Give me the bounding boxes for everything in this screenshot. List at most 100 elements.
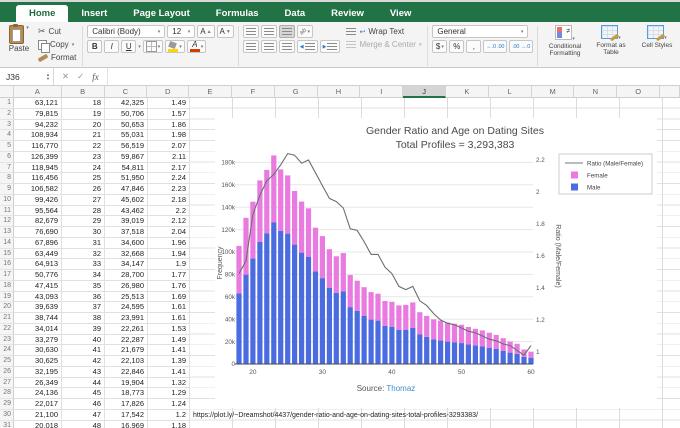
cell[interactable]: 59,867	[105, 152, 148, 163]
row-header-1[interactable]: 1	[0, 98, 14, 109]
cell[interactable]: 50,776	[14, 270, 62, 281]
cell[interactable]: 2.2	[148, 206, 190, 217]
cell[interactable]: 1.86	[148, 120, 190, 131]
cell[interactable]: 64,913	[14, 259, 62, 270]
increase-decimal-button[interactable]: ←.0 .00	[483, 40, 507, 53]
row-header-19[interactable]: 19	[0, 292, 14, 303]
row-header-3[interactable]: 3	[0, 120, 14, 131]
fill-color-button[interactable]: ▾	[165, 40, 185, 53]
cell[interactable]: 36	[62, 292, 105, 303]
cell[interactable]: 24,136	[14, 388, 62, 399]
row-header-7[interactable]: 7	[0, 163, 14, 174]
cell[interactable]: 39,639	[14, 302, 62, 313]
conditional-formatting-button[interactable]: ≠▾ Conditional Formatting	[543, 25, 587, 57]
align-middle-button[interactable]	[261, 25, 277, 38]
cell[interactable]: 40	[62, 335, 105, 346]
row-header-20[interactable]: 20	[0, 302, 14, 313]
cell[interactable]: 2.24	[148, 173, 190, 184]
select-all-corner[interactable]	[0, 86, 14, 98]
cell[interactable]: 19	[62, 109, 105, 120]
column-header-N[interactable]: N	[574, 86, 617, 98]
cell[interactable]: 19,904	[105, 378, 148, 389]
cell[interactable]: 43,093	[14, 292, 62, 303]
tab-view[interactable]: View	[377, 5, 424, 22]
cut-button[interactable]: ✂ Cut	[36, 25, 78, 38]
cell[interactable]: 1.24	[148, 399, 190, 410]
row-header-2[interactable]: 2	[0, 109, 14, 120]
row-header-9[interactable]: 9	[0, 184, 14, 195]
row-header-14[interactable]: 14	[0, 238, 14, 249]
cell[interactable]: 22	[62, 141, 105, 152]
cell[interactable]: 2.04	[148, 227, 190, 238]
cell[interactable]: 29	[62, 216, 105, 227]
align-center-button[interactable]	[261, 40, 277, 53]
cell[interactable]: 2.07	[148, 141, 190, 152]
cell[interactable]: 54,811	[105, 163, 148, 174]
comma-format-button[interactable]: ,	[466, 40, 481, 53]
column-header-M[interactable]: M	[532, 86, 575, 98]
legend[interactable]: Ratio (Male/Female) Female Male	[559, 154, 652, 194]
row-header-13[interactable]: 13	[0, 227, 14, 238]
cell[interactable]: 116,456	[14, 173, 62, 184]
cell[interactable]: 21,679	[105, 345, 148, 356]
merge-center-button[interactable]: Merge & Center ▾	[344, 38, 423, 51]
cell[interactable]: 17,542	[105, 410, 148, 421]
cell[interactable]: 1.49	[148, 98, 190, 109]
currency-format-button[interactable]: $▾	[432, 40, 447, 53]
cell[interactable]: 26,980	[105, 281, 148, 292]
cell-styles-button[interactable]: ▾ Cell Styles	[635, 25, 679, 49]
row-header-18[interactable]: 18	[0, 281, 14, 292]
cell[interactable]: 51,950	[105, 173, 148, 184]
cell[interactable]: 76,690	[14, 227, 62, 238]
cell[interactable]: 1.94	[148, 249, 190, 260]
cell[interactable]: 20	[62, 120, 105, 131]
cell[interactable]: 23,991	[105, 313, 148, 324]
cell[interactable]: 32,195	[14, 367, 62, 378]
row-header-24[interactable]: 24	[0, 345, 14, 356]
cell[interactable]: 39	[62, 324, 105, 335]
cell[interactable]: 24,595	[105, 302, 148, 313]
underline-button[interactable]: U	[121, 40, 136, 53]
cell[interactable]: 34,014	[14, 324, 62, 335]
cell[interactable]: 34	[62, 270, 105, 281]
cell[interactable]: 34,147	[105, 259, 148, 270]
cell[interactable]: 2.17	[148, 163, 190, 174]
cell[interactable]: 23	[62, 152, 105, 163]
column-header-O[interactable]: O	[617, 86, 660, 98]
row-header-21[interactable]: 21	[0, 313, 14, 324]
column-header-L[interactable]: L	[489, 86, 532, 98]
cell[interactable]: 1.39	[148, 356, 190, 367]
tab-data[interactable]: Data	[272, 5, 319, 22]
column-header-C[interactable]: C	[105, 86, 148, 98]
cell[interactable]: 1.98	[148, 130, 190, 141]
cell[interactable]: 46	[62, 399, 105, 410]
cell[interactable]: 94,232	[14, 120, 62, 131]
paste-button[interactable]: ▾ Paste	[4, 25, 34, 53]
column-header-G[interactable]: G	[275, 86, 318, 98]
percent-format-button[interactable]: %	[449, 40, 464, 53]
cell[interactable]: 2.11	[148, 152, 190, 163]
align-right-button[interactable]	[279, 40, 295, 53]
row-header-28[interactable]: 28	[0, 388, 14, 399]
row-header-15[interactable]: 15	[0, 249, 14, 260]
column-header-I[interactable]: I	[360, 86, 403, 98]
cell[interactable]: 1.41	[148, 345, 190, 356]
cell[interactable]: 22,846	[105, 367, 148, 378]
stacked-bars[interactable]	[236, 155, 533, 364]
cell[interactable]: 22,017	[14, 399, 62, 410]
cell[interactable]: 126,399	[14, 152, 62, 163]
increase-indent-button[interactable]: ▶	[320, 40, 341, 53]
row-header-12[interactable]: 12	[0, 216, 14, 227]
cell[interactable]: 1.69	[148, 292, 190, 303]
align-left-button[interactable]	[243, 40, 259, 53]
cell[interactable]: 1.41	[148, 367, 190, 378]
font-family-select[interactable]: Calibri (Body) ▾	[87, 25, 165, 38]
cell[interactable]: 1.61	[148, 302, 190, 313]
column-header-B[interactable]: B	[62, 86, 105, 98]
cell[interactable]: 45	[62, 388, 105, 399]
increase-font-button[interactable]: A▲	[197, 25, 214, 38]
cell[interactable]: 21,100	[14, 410, 62, 421]
cell[interactable]: 1.77	[148, 270, 190, 281]
cell[interactable]: 38	[62, 313, 105, 324]
